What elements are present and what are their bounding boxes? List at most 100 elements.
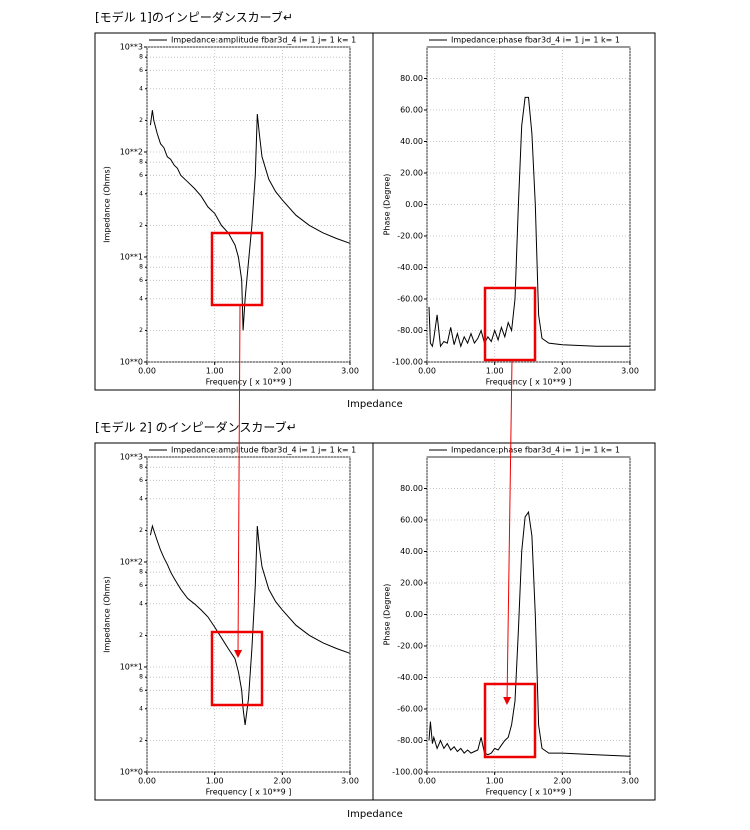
y-axis-label: Impedance (Ohms) xyxy=(103,166,112,243)
y-tick-label: 4 xyxy=(139,705,143,712)
legend-label: Impedance:phase fbar3d_4 i= 1 j= 1 k= 1 xyxy=(451,446,620,455)
y-tick-label: 10**3 xyxy=(120,453,143,462)
y-tick-label: 6 xyxy=(139,477,143,484)
caption: Impedance xyxy=(347,809,403,820)
x-tick-label: 0.00 xyxy=(418,777,436,786)
y-tick-label: 2 xyxy=(139,327,143,334)
x-tick-label: 2.00 xyxy=(273,367,291,376)
y-tick-label: 8 xyxy=(139,674,143,681)
y-tick-label: 10**0 xyxy=(120,358,143,367)
y-tick-label: 80.00 xyxy=(400,74,423,83)
y-tick-label: -60.00 xyxy=(397,295,423,304)
y-tick-label: 8 xyxy=(139,464,143,471)
y-tick-label: 40.00 xyxy=(400,547,423,556)
y-axis-label: Phase (Degree) xyxy=(383,174,392,236)
y-tick-label: 0.00 xyxy=(405,610,423,619)
y-tick-label: 0.00 xyxy=(405,200,423,209)
y-tick-label: 4 xyxy=(139,495,143,502)
y-tick-label: 6 xyxy=(139,687,143,694)
x-tick-label: 2.00 xyxy=(273,777,291,786)
plot-frame xyxy=(146,456,351,773)
caption: Impedance xyxy=(347,399,403,410)
y-tick-label: 6 xyxy=(139,67,143,74)
y-tick-label: 2 xyxy=(139,737,143,744)
y-tick-label: 6 xyxy=(139,277,143,284)
legend-label: Impedance:amplitude fbar3d_4 i= 1 j= 1 k… xyxy=(171,446,356,455)
data-line xyxy=(428,96,630,348)
y-tick-label: 6 xyxy=(139,172,143,179)
y-tick-label: 8 xyxy=(139,54,143,61)
y-tick-label: 10**1 xyxy=(120,663,143,672)
x-tick-label: 3.00 xyxy=(621,367,639,376)
y-tick-label: -100.00 xyxy=(392,768,423,777)
y-tick-label: -20.00 xyxy=(397,642,423,651)
x-tick-label: 0.00 xyxy=(138,367,156,376)
x-tick-label: 1.00 xyxy=(486,367,504,376)
y-tick-label: 10**2 xyxy=(120,148,143,157)
y-tick-label: -80.00 xyxy=(397,326,423,335)
y-tick-label: 2 xyxy=(139,527,143,534)
y-tick-label: 4 xyxy=(139,600,143,607)
annotations xyxy=(210,231,537,759)
heading: [モデル 1]のインピーダンスカーブ↵ xyxy=(95,10,293,25)
y-tick-label: 6 xyxy=(139,582,143,589)
x-axis-label: Frequency [ x 10**9 ] xyxy=(486,378,572,387)
y-tick-label: -80.00 xyxy=(397,736,423,745)
highlight-box xyxy=(210,231,264,307)
y-tick-label: 2 xyxy=(139,632,143,639)
highlight-box xyxy=(483,286,537,362)
y-tick-label: -40.00 xyxy=(397,263,423,272)
y-tick-label: 20.00 xyxy=(400,169,423,178)
y-axis-label: Impedance (Ohms) xyxy=(103,576,112,653)
y-tick-label: 8 xyxy=(139,264,143,271)
legend-label: Impedance:phase fbar3d_4 i= 1 j= 1 k= 1 xyxy=(451,36,620,45)
y-tick-label: 10**1 xyxy=(120,253,143,262)
figure-frame xyxy=(94,442,656,801)
y-tick-label: 8 xyxy=(139,159,143,166)
arrow xyxy=(234,304,243,658)
y-tick-label: 4 xyxy=(139,295,143,302)
y-tick-label: 4 xyxy=(139,85,143,92)
heading: [モデル 2] のインピーダンスカーブ↵ xyxy=(95,420,297,435)
data-line xyxy=(149,524,351,726)
x-tick-label: 1.00 xyxy=(206,367,224,376)
highlight-box xyxy=(210,630,264,707)
y-tick-label: -100.00 xyxy=(392,358,423,367)
data-line xyxy=(428,510,631,757)
y-tick-label: 10**2 xyxy=(120,558,143,567)
x-axis-label: Frequency [ x 10**9 ] xyxy=(206,378,292,387)
highlight-box xyxy=(483,682,537,759)
y-tick-label: 8 xyxy=(139,569,143,576)
x-tick-label: 3.00 xyxy=(621,777,639,786)
figure-frame xyxy=(94,32,656,391)
y-tick-label: 4 xyxy=(139,190,143,197)
y-tick-label: 2 xyxy=(139,117,143,124)
charts: 0.00 1.00 2.00 3.00 10**0 2 4 6 8 10**1 2 4 6 8 10**2 2… xyxy=(103,36,639,797)
x-tick-label: 0.00 xyxy=(138,777,156,786)
x-axis-label: Frequency [ x 10**9 ] xyxy=(486,788,572,797)
y-tick-label: -20.00 xyxy=(397,232,423,241)
x-tick-label: 2.00 xyxy=(553,777,571,786)
plot-frame xyxy=(146,46,351,363)
x-tick-label: 0.00 xyxy=(418,367,436,376)
y-tick-label: 10**0 xyxy=(120,768,143,777)
y-tick-label: -60.00 xyxy=(397,705,423,714)
y-axis-label: Phase (Degree) xyxy=(383,584,392,646)
data-line xyxy=(149,110,351,331)
y-tick-label: 60.00 xyxy=(400,106,423,115)
y-tick-label: 80.00 xyxy=(400,484,423,493)
y-tick-label: 20.00 xyxy=(400,579,423,588)
y-tick-label: -40.00 xyxy=(397,673,423,682)
y-tick-label: 60.00 xyxy=(400,516,423,525)
x-tick-label: 1.00 xyxy=(206,777,224,786)
y-tick-label: 10**3 xyxy=(120,43,143,52)
x-axis-label: Frequency [ x 10**9 ] xyxy=(206,788,292,797)
x-tick-label: 3.00 xyxy=(341,367,359,376)
arrow xyxy=(503,359,513,705)
legend-label: Impedance:amplitude fbar3d_4 i= 1 j= 1 k… xyxy=(171,36,356,45)
x-tick-label: 3.00 xyxy=(341,777,359,786)
x-tick-label: 2.00 xyxy=(553,367,571,376)
y-tick-label: 40.00 xyxy=(400,137,423,146)
x-tick-label: 1.00 xyxy=(486,777,504,786)
